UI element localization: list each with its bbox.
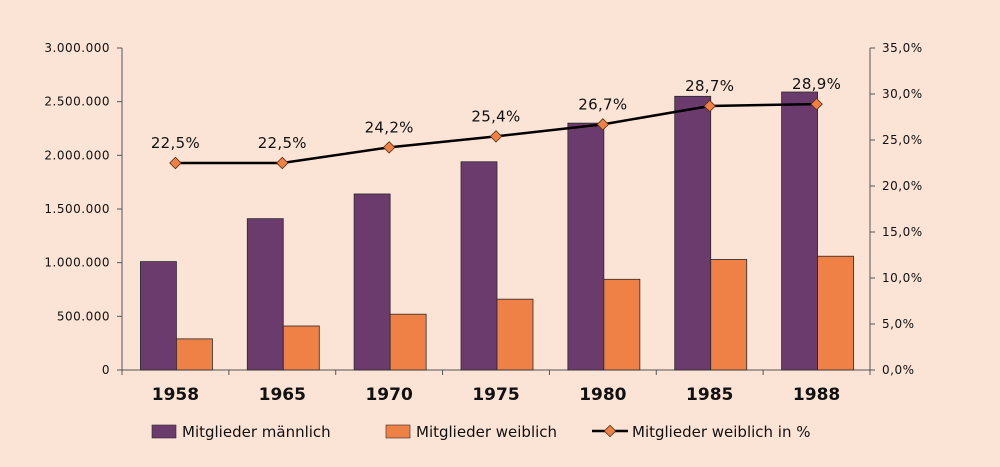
line-marker bbox=[276, 156, 289, 170]
y-right-tick-label: 35,0% bbox=[882, 41, 923, 55]
legend-label: Mitglieder weiblich in % bbox=[632, 423, 811, 441]
bar-weiblich bbox=[282, 325, 320, 371]
y-left-tick-label: 1.500.000 bbox=[44, 202, 110, 216]
bar-weiblich bbox=[389, 313, 427, 371]
legend-label: Mitglieder weiblich bbox=[416, 423, 557, 441]
x-tick-label: 1958 bbox=[152, 385, 199, 405]
y-right-tick-label: 0,0% bbox=[882, 363, 915, 377]
legend: Mitglieder männlich Mitglieder weiblich Mi… bbox=[151, 423, 811, 441]
x-tick-label: 1988 bbox=[793, 385, 840, 405]
legend-item: Mitglieder weiblich in % bbox=[592, 423, 811, 441]
line-marker bbox=[703, 99, 716, 113]
y-right-tick-label: 10,0% bbox=[882, 271, 923, 285]
line-marker bbox=[596, 118, 610, 131]
bar-maennlich bbox=[246, 218, 284, 371]
line-marker bbox=[810, 97, 823, 111]
y-left-tick-label: 2.000.000 bbox=[44, 148, 110, 162]
bar-maennlich bbox=[353, 193, 391, 371]
data-label: 26,7% bbox=[578, 95, 627, 113]
data-label: 28,7% bbox=[685, 77, 734, 95]
y-left-tick-label: 500.000 bbox=[57, 309, 110, 323]
line-marker bbox=[169, 156, 182, 170]
y-left-tick-label: 1.000.000 bbox=[44, 256, 110, 270]
x-tick-label: 1975 bbox=[472, 385, 519, 405]
bar-maennlich bbox=[674, 95, 712, 371]
bar-weiblich bbox=[603, 278, 641, 371]
bar-maennlich bbox=[460, 161, 498, 371]
data-label: 24,2% bbox=[365, 118, 414, 136]
x-tick-label: 1985 bbox=[686, 385, 733, 405]
bar-maennlich bbox=[781, 91, 818, 371]
y-right-tick-label: 5,0% bbox=[882, 317, 915, 331]
data-label: 25,4% bbox=[471, 107, 520, 125]
bar-maennlich bbox=[567, 122, 605, 371]
legend-label: Mitglieder männlich bbox=[182, 423, 331, 441]
y-right-tick-label: 20,0% bbox=[882, 179, 923, 193]
bar-weiblich bbox=[710, 259, 748, 371]
axes: 0 500.000 1.000.000 1.500.000 2.000.000 2.500… bbox=[44, 41, 922, 405]
y-right-tick-label: 30,0% bbox=[882, 87, 923, 101]
data-label: 28,9% bbox=[792, 75, 841, 93]
data-label: 22,5% bbox=[151, 134, 200, 152]
legend-swatch bbox=[385, 424, 411, 439]
x-tick-label: 1965 bbox=[259, 385, 306, 405]
bar-weiblich bbox=[176, 338, 213, 371]
legend-marker bbox=[603, 424, 617, 438]
y-right-tick-label: 25,0% bbox=[882, 133, 923, 147]
bars bbox=[140, 91, 854, 371]
y-left-tick-label: 3.000.000 bbox=[44, 41, 110, 55]
x-tick-label: 1970 bbox=[365, 385, 412, 405]
bar-weiblich bbox=[496, 298, 534, 371]
line-marker bbox=[489, 130, 503, 143]
y-left-tick-label: 0 bbox=[102, 363, 110, 377]
line-marker bbox=[382, 141, 396, 154]
y-right-tick-label: 15,0% bbox=[882, 225, 923, 239]
y-left-tick-label: 2.500.000 bbox=[44, 95, 110, 109]
x-tick-label: 1980 bbox=[579, 385, 626, 405]
line-series: 22,5% 22,5% 24,2% 25,4% 26,7% 28,7% 28,9% bbox=[151, 75, 841, 170]
legend-swatch bbox=[151, 424, 177, 439]
bar-maennlich bbox=[140, 261, 177, 371]
legend-item: Mitglieder männlich bbox=[151, 423, 331, 441]
data-label: 22,5% bbox=[258, 134, 307, 152]
legend-item: Mitglieder weiblich bbox=[385, 423, 557, 441]
bar-weiblich bbox=[817, 255, 854, 371]
